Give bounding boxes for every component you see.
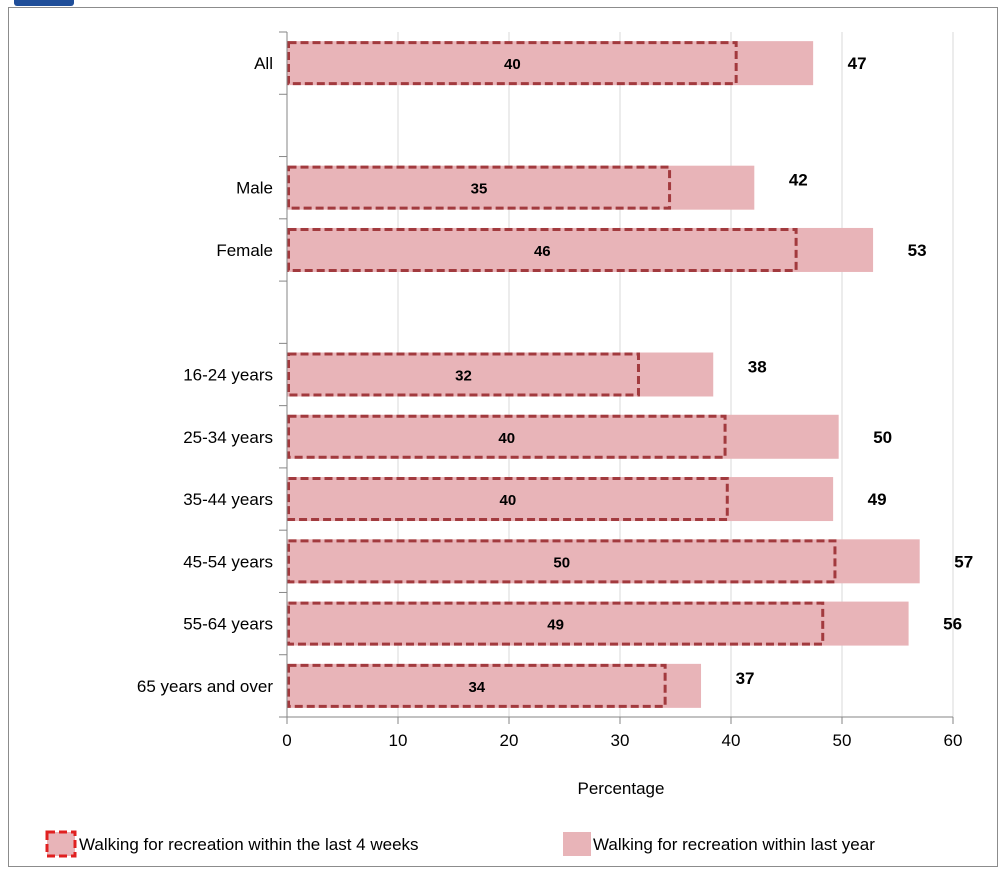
x-tick-label-60: 60 [944, 731, 963, 750]
category-label-5: 16-24 years [183, 366, 273, 385]
bars [287, 41, 920, 708]
category-label-9: 55-64 years [183, 615, 273, 634]
category-label-3: Female [216, 241, 273, 260]
x-tick-label-30: 30 [611, 731, 630, 750]
labels: All 40 47 Male 35 42 Female 46 53 16-24 years 32 38… [137, 54, 973, 696]
data-label-last-year-2: 42 [789, 171, 808, 190]
data-label-last-year-0: 47 [848, 54, 867, 73]
legend-label-4-weeks: Walking for recreation within the last 4… [79, 835, 419, 854]
data-label-last-year-9: 56 [943, 615, 962, 634]
bar-4-weeks-5 [287, 352, 640, 397]
data-label-4-weeks-9: 49 [547, 617, 564, 634]
bar-4-weeks-7 [287, 477, 729, 522]
legend-item-last-year: Walking for recreation within last year [563, 832, 875, 856]
category-label-7: 35-44 years [183, 490, 273, 509]
data-label-last-year-3: 53 [908, 241, 927, 260]
x-tick-label-40: 40 [722, 731, 741, 750]
category-label-2: Male [236, 179, 273, 198]
bar-4-weeks-10 [287, 663, 667, 708]
data-label-last-year-7: 49 [868, 490, 887, 509]
data-label-4-weeks-5: 32 [455, 368, 472, 385]
data-label-last-year-8: 57 [954, 552, 973, 571]
legend: Walking for recreation within the last 4… [45, 830, 875, 858]
bar-4-weeks-0 [287, 41, 738, 86]
data-label-4-weeks-8: 50 [553, 554, 570, 571]
x-axis-title: Percentage [578, 779, 665, 798]
data-label-4-weeks-2: 35 [471, 181, 488, 198]
legend-swatch-4-weeks-border [45, 830, 77, 858]
x-tick-label-50: 50 [833, 731, 852, 750]
legend-swatch-4-weeks [47, 832, 75, 856]
bar-4-weeks-8 [287, 539, 837, 584]
category-label-8: 45-54 years [183, 552, 273, 571]
chart-frame: 0 10 20 30 40 50 60 All 40 47 Male 35 42 Female 46 53 1… [8, 7, 998, 867]
bar-4-weeks-9 [287, 601, 825, 646]
data-label-last-year-10: 37 [736, 669, 755, 688]
bar-chart: 0 10 20 30 40 50 60 All 40 47 Male 35 42 Female 46 53 1… [45, 31, 973, 858]
data-label-last-year-6: 50 [873, 428, 892, 447]
header-fragment [0, 0, 80, 7]
data-label-4-weeks-7: 40 [500, 492, 517, 509]
data-label-4-weeks-0: 40 [504, 56, 521, 73]
axes: 0 10 20 30 40 50 60 [279, 31, 963, 750]
x-tick-label-20: 20 [500, 731, 519, 750]
data-label-4-weeks-3: 46 [534, 243, 551, 260]
x-tick-label-10: 10 [389, 731, 408, 750]
data-label-last-year-5: 38 [748, 358, 767, 377]
data-label-4-weeks-10: 34 [468, 679, 485, 696]
legend-label-last-year: Walking for recreation within last year [593, 835, 875, 854]
category-label-10: 65 years and over [137, 677, 273, 696]
category-label-0: All [254, 54, 273, 73]
data-label-4-weeks-6: 40 [498, 430, 515, 447]
x-tick-label-0: 0 [282, 731, 291, 750]
bar-4-weeks-3 [287, 227, 798, 272]
bar-4-weeks-2 [287, 165, 672, 210]
legend-swatch-last-year [563, 832, 591, 856]
legend-item-4-weeks: Walking for recreation within the last 4… [45, 830, 419, 858]
bar-4-weeks-6 [287, 414, 727, 459]
category-label-6: 25-34 years [183, 428, 273, 447]
